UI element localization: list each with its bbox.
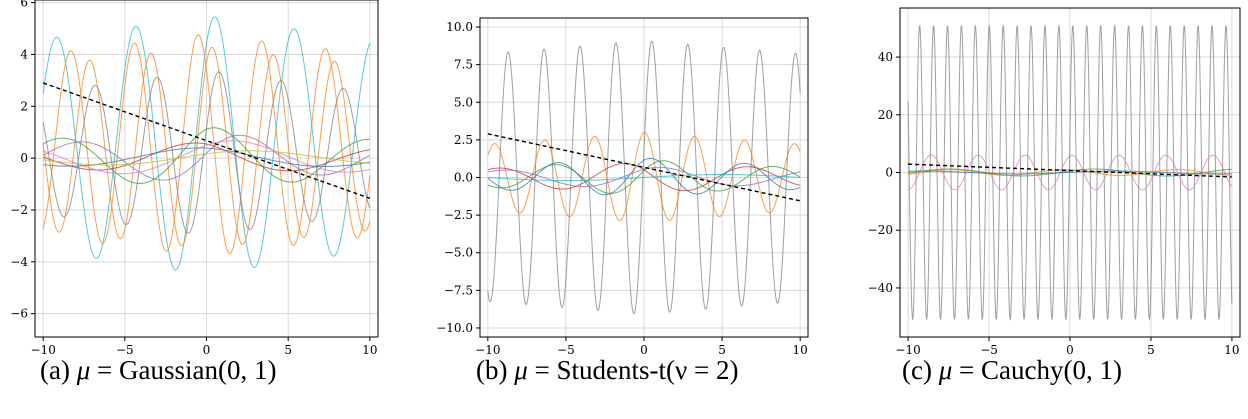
y-tick-label: 0	[20, 151, 28, 165]
y-tick-label: 6	[20, 0, 28, 10]
y-tick-label: 0.0	[454, 171, 473, 185]
caption-a: (a) μ = Gaussian(0, 1)	[40, 355, 276, 386]
y-tick-label: −5.0	[444, 246, 473, 260]
x-tick-label: 5	[1147, 343, 1155, 357]
y-tick-label: −2	[10, 203, 28, 217]
caption-b-text: = Students-t(ν = 2)	[527, 355, 739, 385]
x-tick-label: 0	[640, 343, 648, 357]
y-tick-label: 2.5	[454, 133, 473, 147]
series-line-gray	[907, 24, 1233, 322]
series-line-orange	[487, 131, 801, 222]
series-line-gray	[487, 40, 801, 315]
series-line-purple	[487, 166, 801, 188]
caption-b-label: (b)	[476, 355, 508, 385]
series-line-cyan	[42, 16, 371, 271]
x-tick-label: −5	[980, 343, 998, 357]
y-tick-label: 4	[20, 47, 28, 61]
series-line-green	[42, 127, 370, 184]
caption-c-mu: μ	[938, 355, 953, 385]
series-line-orange	[42, 34, 371, 255]
caption-b-mu: μ	[514, 355, 528, 385]
y-tick-label: 5.0	[454, 95, 473, 109]
x-tick-label: −10	[475, 343, 500, 357]
chart-panel-1: −10 −5 0 5 10 −10.0 −7.5 −5.0 −2.5 0.0 2.5 5.0 7.5 10…	[436, 17, 809, 357]
y-tick-label: −40	[868, 281, 893, 295]
caption-c: (c) μ = Cauchy(0, 1)	[902, 355, 1122, 386]
x-tick-label: −5	[116, 343, 134, 357]
caption-c-label: (c)	[902, 355, 932, 385]
trend-line	[487, 133, 801, 202]
series-line-cyan	[487, 173, 801, 182]
x-tick-label: 0	[203, 343, 211, 357]
trend-line	[42, 82, 371, 199]
caption-c-text: = Cauchy(0, 1)	[952, 355, 1122, 385]
caption-a-label: (a)	[40, 355, 70, 385]
series-line-orange	[908, 169, 1232, 176]
x-tick-label: 10	[1224, 343, 1239, 357]
y-tick-label: −2.5	[444, 208, 473, 222]
x-tick-label: −5	[557, 343, 575, 357]
x-tick-label: 5	[284, 343, 292, 357]
chart-panel-2: −10 −5 0 5 10 −40 −20 0 20 40	[868, 7, 1241, 357]
x-tick-label: 0	[1066, 343, 1074, 357]
series-line-gray	[42, 71, 371, 234]
x-tick-label: 10	[362, 343, 377, 357]
y-tick-label: −10.0	[436, 321, 473, 335]
y-tick-label: −4	[10, 255, 28, 269]
y-tick-label: 20	[878, 108, 893, 122]
series-line-blue	[908, 170, 1232, 175]
x-tick-label: 5	[718, 343, 726, 357]
y-tick-label: 7.5	[454, 58, 473, 72]
series-line-purple	[42, 134, 371, 181]
y-tick-label: 40	[878, 50, 893, 64]
series-line-blue	[487, 157, 801, 196]
caption-a-text: = Gaussian(0, 1)	[90, 355, 277, 385]
series-line-olive	[43, 150, 370, 166]
caption-b: (b) μ = Students-t(ν = 2)	[476, 355, 738, 386]
x-tick-label: −10	[31, 343, 56, 357]
series-line-pink	[43, 140, 370, 175]
x-tick-label: 10	[793, 343, 808, 357]
x-tick-label: −10	[895, 343, 920, 357]
y-tick-label: −20	[868, 223, 893, 237]
series-line-blue	[43, 147, 370, 167]
series-line-green	[487, 160, 801, 194]
y-tick-label: 0	[885, 166, 893, 180]
y-tick-label: −6	[10, 307, 28, 321]
caption-a-mu: μ	[76, 355, 91, 385]
y-tick-label: −7.5	[444, 283, 473, 297]
y-tick-label: 2	[20, 99, 28, 113]
trend-line	[908, 163, 1232, 178]
y-tick-label: 10.0	[446, 20, 473, 34]
chart-panel-0: −10 −5 0 5 10 −6 −4 −2 0 2 4 6	[10, 0, 379, 357]
